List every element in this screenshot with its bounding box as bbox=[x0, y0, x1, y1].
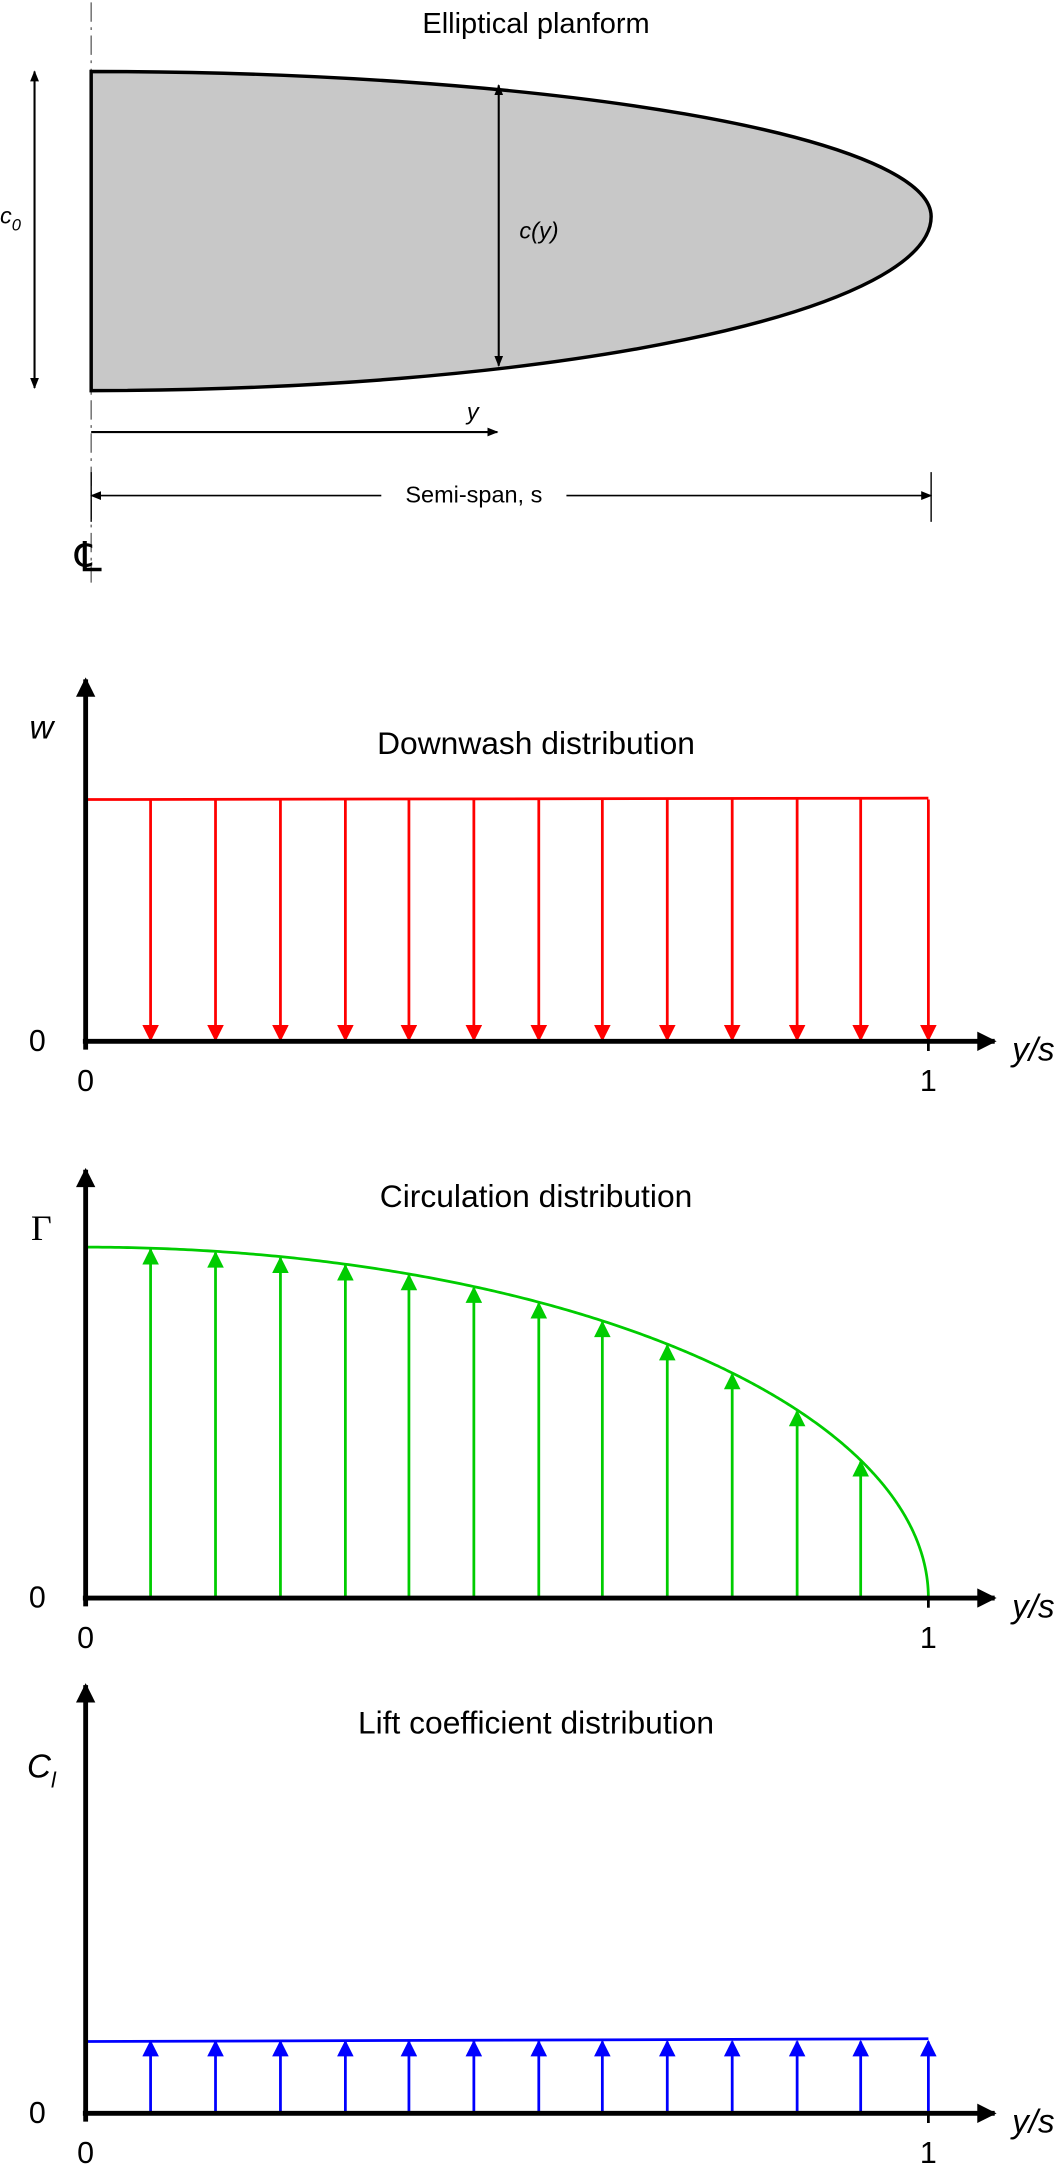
y-axis-label: Cl bbox=[27, 1749, 57, 1793]
semi-span-label: Semi-span, s bbox=[405, 482, 542, 508]
panel: Downwash distribution 00 1 y/s w bbox=[29, 677, 1055, 1098]
x-axis-label: y/s bbox=[1010, 1032, 1054, 1069]
y-origin-label: 0 bbox=[29, 1024, 46, 1058]
symbol: Γ bbox=[31, 1208, 52, 1248]
span-coordinate-label: y bbox=[465, 399, 480, 425]
label-backdrop bbox=[381, 477, 567, 514]
panel-title: Downwash distribution bbox=[377, 725, 695, 761]
x-axis-label: y/s bbox=[1010, 1588, 1054, 1625]
x-start-label: 0 bbox=[77, 1064, 94, 1098]
x-axis-label: y/s bbox=[1010, 2104, 1054, 2141]
y-axis-label: Γ bbox=[31, 1208, 52, 1248]
symbol: C bbox=[27, 1749, 52, 1786]
x-end-label: 1 bbox=[920, 1064, 937, 1098]
lift-line bbox=[85, 2037, 929, 2043]
symbol: c bbox=[0, 202, 12, 228]
planform-title: Elliptical planform bbox=[422, 8, 649, 40]
centerline-symbol: ℄ bbox=[74, 534, 102, 581]
x-end-label: 1 bbox=[920, 1621, 937, 1655]
downwash-line bbox=[85, 796, 929, 801]
subscript: 0 bbox=[12, 215, 22, 234]
root-chord-label: c0 bbox=[0, 202, 22, 234]
x-end-label: 1 bbox=[920, 2136, 937, 2170]
panel: Circulation distribution 00 1 y/s Γ bbox=[29, 1167, 1055, 1655]
panel-title: Lift coefficient distribution bbox=[358, 1704, 714, 1740]
panel-title: Circulation distribution bbox=[380, 1178, 693, 1214]
subscript: l bbox=[51, 1767, 57, 1792]
symbol: w bbox=[29, 710, 55, 747]
panel: Lift coefficient distribution 00 1 y/s Cl bbox=[27, 1683, 1055, 2170]
local-chord-label: c(y) bbox=[519, 218, 558, 244]
y-origin-label: 0 bbox=[29, 1581, 46, 1615]
x-start-label: 0 bbox=[77, 1621, 94, 1655]
circulation-curve bbox=[85, 1245, 930, 1599]
y-origin-label: 0 bbox=[29, 2096, 46, 2130]
wing-planform bbox=[89, 69, 933, 393]
x-start-label: 0 bbox=[77, 2136, 94, 2170]
y-axis-label: w bbox=[29, 710, 55, 747]
